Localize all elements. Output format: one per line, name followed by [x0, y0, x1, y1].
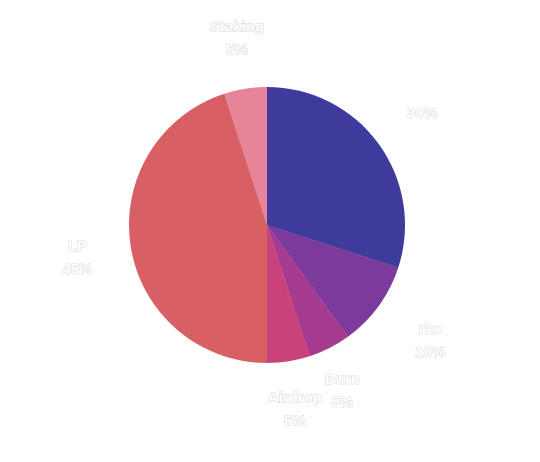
slice-label: 30%	[407, 105, 437, 122]
pie-slice	[267, 225, 399, 337]
pie-slices	[128, 87, 406, 363]
slice-label: rko 10%	[415, 321, 445, 361]
slice-label: Burn 5%	[325, 371, 360, 411]
slice-label: Staking 5%	[210, 18, 264, 58]
pie-slice	[267, 225, 349, 357]
slice-label: Airdrop 5%	[268, 390, 322, 430]
pie-slice	[267, 87, 406, 268]
slice-label: LP 45%	[62, 238, 92, 278]
pie-slice	[224, 87, 267, 225]
pie-slice	[267, 225, 310, 363]
pie-labels: 30% rko 10% Burn 5%Airdrop 5% LP 45% Staking 5%	[62, 18, 446, 430]
pie-slice	[128, 93, 267, 363]
